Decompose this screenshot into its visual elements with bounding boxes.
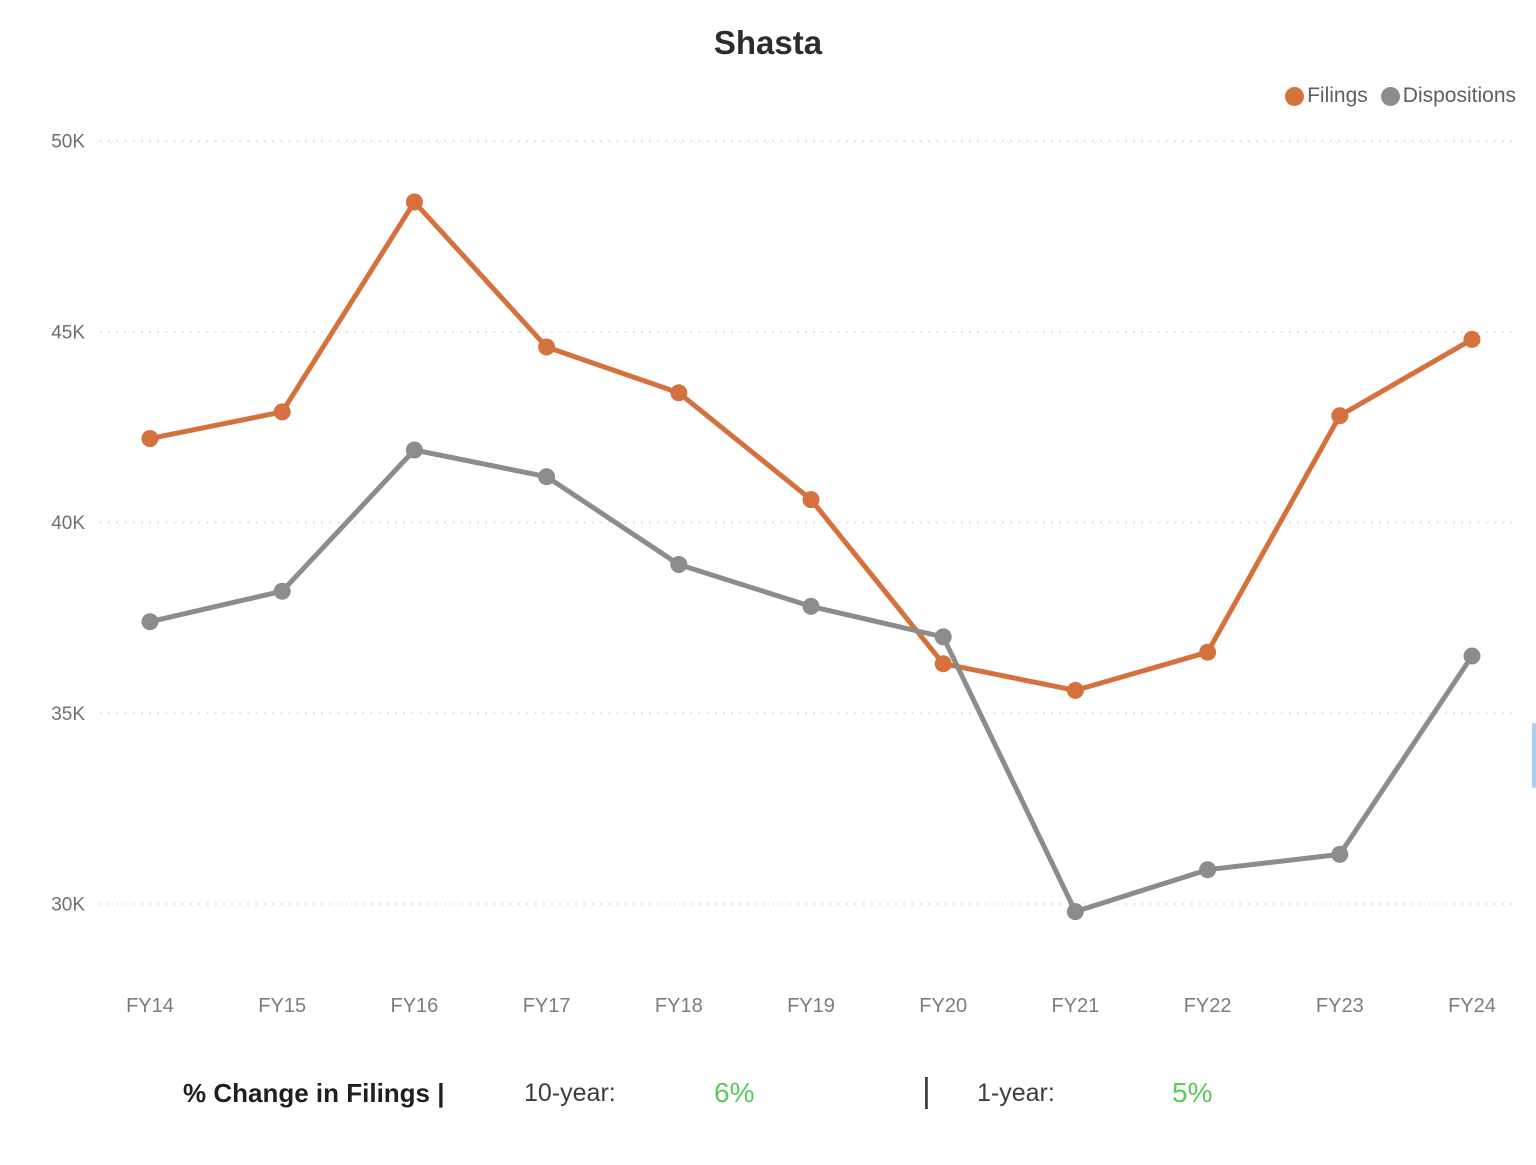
dispositions-marker-icon [1380,86,1400,106]
x-axis-label: FY21 [1051,995,1099,1017]
dispositions-point-FY16[interactable] [405,441,423,459]
x-axis-label: FY14 [126,995,174,1017]
x-axis-label: FY15 [258,995,306,1017]
one-year-label: 1-year: [977,1079,1055,1107]
y-axis-tick-label: 50K [51,132,85,153]
x-axis-label: FY18 [655,995,703,1017]
legend-item-dispositions[interactable]: Dispositions [1380,84,1516,108]
filings-point-FY24[interactable] [1463,330,1481,348]
x-axis-label: FY20 [919,995,967,1017]
filings-point-FY18[interactable] [670,384,688,402]
y-axis-tick-label: 45K [51,322,85,343]
filings-point-FY14[interactable] [141,430,159,448]
legend: Filings Dispositions [1285,84,1516,108]
scrollbar-thumb[interactable] [1532,723,1536,788]
dispositions-point-FY20[interactable] [934,628,952,646]
dispositions-point-FY22[interactable] [1199,861,1217,879]
filings-point-FY20[interactable] [934,655,952,673]
filings-point-FY23[interactable] [1331,407,1349,425]
dispositions-point-FY23[interactable] [1331,845,1349,863]
filings-point-FY21[interactable] [1066,681,1084,699]
one-year-value: 5% [1172,1077,1213,1108]
ten-year-value: 6% [714,1077,755,1108]
footer-separator: | [922,1072,931,1110]
chart-title: Shasta [713,24,823,61]
filings-point-FY22[interactable] [1199,643,1217,661]
x-axis-label: FY23 [1316,995,1364,1017]
filings-marker-icon [1285,86,1305,106]
filings-point-FY19[interactable] [802,491,820,509]
dispositions-point-FY15[interactable] [273,582,291,600]
filings-line [147,199,1475,693]
legend-item-filings[interactable]: Filings [1285,84,1368,108]
x-axis-label: FY17 [523,995,571,1017]
x-axis-label: FY16 [390,995,438,1017]
dispositions-point-FY14[interactable] [141,613,159,631]
dispositions-line [147,447,1475,915]
filings-point-FY15[interactable] [273,403,291,421]
x-axis-label: FY19 [787,995,835,1017]
ten-year-label: 10-year: [524,1079,616,1107]
legend-label-dispositions: Dispositions [1402,84,1516,107]
dispositions-point-FY21[interactable] [1066,903,1084,921]
y-axis-tick-label: 40K [51,513,85,534]
x-axis-label: FY22 [1184,995,1232,1017]
legend-label-filings: Filings [1307,84,1368,107]
footer-stats: % Change in Filings | 10-year: 6% | 1-ye… [0,1072,1536,1132]
dispositions-point-FY18[interactable] [670,556,688,573]
dispositions-point-FY24[interactable] [1463,647,1481,665]
x-axis-label: FY24 [1448,995,1496,1017]
y-axis-tick-label: 35K [51,704,85,725]
filings-point-FY16[interactable] [405,193,423,211]
y-axis-tick-label: 30K [51,895,85,916]
dispositions-point-FY17[interactable] [538,468,556,486]
footer-heading: % Change in Filings | [183,1078,445,1108]
plot-area: 50K 45K 40K 35K 30K FY14 FY15 FY16 FY17 FY18 FY19 F… [51,132,1517,1017]
dispositions-point-FY19[interactable] [802,597,820,615]
filings-point-FY17[interactable] [538,338,556,356]
